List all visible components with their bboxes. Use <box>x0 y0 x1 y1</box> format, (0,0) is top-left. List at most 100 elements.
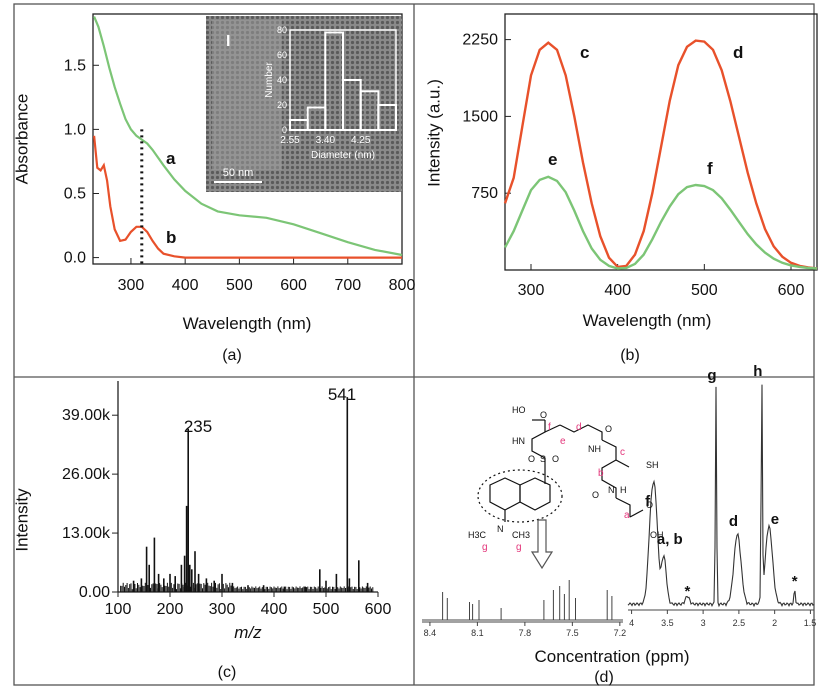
panel-c-ticks: 0.00 13.00k 26.00k 39.00k 100 200 300 400 500 600 <box>62 407 391 618</box>
nmr-left-tick-label: 8.1 <box>471 628 484 638</box>
histogram-bars <box>289 31 397 132</box>
panel-c-ytick-label: 39.00k <box>62 407 111 424</box>
curve-label-c: c <box>580 43 589 62</box>
panel-c: 0.00 13.00k 26.00k 39.00k 100 200 300 400 500 600… <box>13 381 391 681</box>
panel-b-xtick-label: 300 <box>518 282 545 299</box>
proton-letter-a: a <box>624 510 630 521</box>
nmr-right-tick-label: 3 <box>701 618 706 628</box>
dashed-ellipse <box>477 469 563 523</box>
panel-a-xtick-label: 700 <box>334 277 361 294</box>
proton-letter-e: e <box>560 436 566 447</box>
panel-c-xtick-label: 100 <box>105 601 132 618</box>
panel-a-ytick-label: 1.5 <box>64 57 86 74</box>
panel-b-ytick-label: 2250 <box>462 32 498 49</box>
panel-d-xlabel: Concentration (ppm) <box>535 647 690 666</box>
panel-a-xtick-label: 800 <box>389 277 416 294</box>
tem-inset: I 0 20 40 60 80 2.55 3.40 4.25 Number Diameter … <box>206 16 402 192</box>
bond-chain-3 <box>601 439 630 468</box>
bond-2 <box>629 509 644 518</box>
tem-light-region <box>212 20 282 170</box>
panel-a-caption: (a) <box>222 347 242 364</box>
panel-d-ticks: 8.4 8.1 7.8 7.5 7.24 3.5 3 2.5 2 1.5 <box>424 610 816 638</box>
panel-c-ytick-label: 0.00 <box>79 584 110 601</box>
nmr-left-tick-label: 8.4 <box>424 628 437 638</box>
atom-o6: O <box>646 500 653 510</box>
panel-c-caption: (c) <box>218 664 237 681</box>
histogram-ytick-label: 20 <box>277 100 287 110</box>
histogram-bar <box>377 104 397 131</box>
histogram-ytick-label: 80 <box>277 25 287 35</box>
nmr-peak-label: * <box>792 573 798 590</box>
methyl-right: CH3 <box>512 530 530 540</box>
curve-label-e: e <box>548 150 557 169</box>
panel-b-axes <box>504 13 818 271</box>
histogram-ytick-label: 60 <box>277 50 287 60</box>
chemical-labels: HO O HN S O O O NH SH N H O N OH O H3C C… <box>468 405 664 553</box>
curve-label-a: a <box>166 149 176 168</box>
atom-n: N <box>608 485 615 495</box>
nmr-peak-label: e <box>771 511 779 528</box>
panel-c-xlabel: m/z <box>234 623 262 642</box>
bond-1 <box>544 424 561 433</box>
curve-label-b: b <box>166 228 176 247</box>
nmr-peak-label: * <box>684 583 690 600</box>
absorbance-curve-a <box>93 16 403 257</box>
atom-s: S <box>540 454 546 464</box>
panel-c-peaks <box>120 397 374 592</box>
nmr-right-tick-label: 2.5 <box>733 618 746 628</box>
atom-h: H <box>620 485 627 495</box>
histogram-ytick-label: 40 <box>277 75 287 85</box>
atom-o5: O <box>592 490 599 500</box>
panel-b-xtick-label: 400 <box>604 282 631 299</box>
atom-o3: O <box>552 454 559 464</box>
panel-c-ytick-label: 13.00k <box>62 525 111 542</box>
proton-letter-f: f <box>548 422 551 433</box>
panel-c-xtick-label: 400 <box>261 601 288 618</box>
panel-a-xtick-label: 500 <box>226 277 253 294</box>
panel-b: 750 1500 2250 300 400 500 600 c d e f Intensit… <box>425 13 818 364</box>
proton-letter-g1: g <box>482 542 488 553</box>
chemical-structure <box>477 419 644 570</box>
atom-oh: OH <box>650 530 664 540</box>
histogram-ticks: 0 20 40 60 80 2.55 3.40 4.25 <box>277 25 371 146</box>
nmr-right-tick-label: 3.5 <box>661 618 674 628</box>
nmr-peak-labels: f a, b * d g h e * <box>645 363 798 600</box>
panel-a-xtick-label: 400 <box>172 277 199 294</box>
panel-a-xtick-label: 300 <box>118 277 145 294</box>
atom-o1: O <box>540 410 547 420</box>
panel-a-xtick-label: 600 <box>280 277 307 294</box>
nmr-left-tick-label: 7.8 <box>519 628 532 638</box>
histogram-ytick-label: 0 <box>282 125 287 135</box>
nmr-peak-label: h <box>753 363 762 380</box>
proton-letter-g2: g <box>516 542 522 553</box>
curve-label-d: d <box>733 43 743 62</box>
atom-n-dimethyl: N <box>497 524 504 534</box>
panel-b-curves <box>503 39 818 270</box>
panel-a-ytick-label: 0.0 <box>64 250 86 267</box>
panel-a-ytick-label: 0.5 <box>64 185 86 202</box>
atom-o2: O <box>528 454 535 464</box>
nmr-peak-label: d <box>729 513 738 530</box>
nmr-peak-label: a, b <box>657 531 683 548</box>
panel-b-ytick-label: 1500 <box>462 108 498 125</box>
proton-letter-b: b <box>598 468 604 479</box>
proton-letter-c: c <box>620 447 625 458</box>
panel-d-caption: (d) <box>594 669 614 686</box>
panel-b-xtick-label: 600 <box>778 282 805 299</box>
nmr-peak-label: f <box>645 493 651 510</box>
panel-b-ticks: 750 1500 2250 300 400 500 600 <box>462 32 804 299</box>
proton-letter-d: d <box>576 422 582 433</box>
atom-ho: HO <box>512 405 526 415</box>
emission-curve-green <box>503 175 818 270</box>
panel-frame <box>13 3 815 686</box>
panel-b-caption: (b) <box>620 347 640 364</box>
nmr-left-tick-label: 7.5 <box>566 628 579 638</box>
panel-c-ytick-label: 26.00k <box>62 466 111 483</box>
bond-chain-2 <box>559 424 603 440</box>
naph-ring-right <box>519 477 551 511</box>
panel-c-xtick-label: 500 <box>313 601 340 618</box>
